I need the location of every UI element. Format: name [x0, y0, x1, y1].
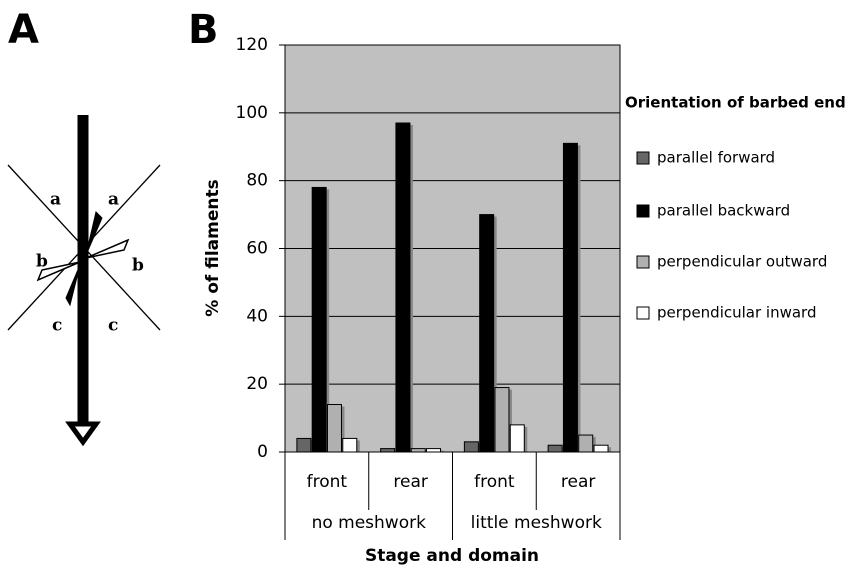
legend-label: perpendicular inward	[657, 304, 816, 322]
legend-label: parallel forward	[657, 149, 775, 167]
bar	[562, 142, 578, 453]
bar	[494, 387, 510, 453]
x-axis-label: Stage and domain	[365, 546, 539, 566]
bar	[296, 437, 312, 453]
bar	[593, 444, 609, 453]
y-axis-label: % of filaments	[203, 179, 223, 316]
y-tick-label: 40	[246, 306, 268, 326]
group-label: little meshwork	[471, 513, 602, 533]
diagram-label: a	[108, 190, 119, 210]
bar	[395, 122, 411, 453]
small-arrow	[85, 211, 103, 256]
y-tick-label: 120	[236, 35, 268, 55]
bar	[463, 441, 479, 453]
x-tick-label: front	[474, 472, 515, 492]
small-arrow	[85, 238, 130, 259]
bar	[578, 434, 594, 453]
diagram-label: b	[132, 256, 144, 276]
bar	[410, 448, 426, 453]
panel-label: B	[188, 7, 219, 53]
diagram-label: c	[52, 316, 62, 336]
bar	[311, 186, 327, 453]
group-label: no meshwork	[312, 513, 427, 533]
bar	[380, 448, 396, 453]
diagram-label: a	[50, 190, 61, 210]
y-tick-label: 80	[246, 171, 268, 191]
small-arrow	[65, 264, 81, 307]
legend-label: parallel backward	[657, 202, 790, 220]
x-tick-label: front	[307, 472, 348, 492]
bar	[426, 448, 442, 453]
legend-label: perpendicular outward	[657, 253, 827, 271]
legend-swatch	[636, 151, 650, 165]
diagram-arrowhead	[65, 421, 101, 447]
legend-swatch	[636, 204, 650, 218]
legend-swatch	[636, 255, 650, 269]
bar	[342, 437, 358, 453]
y-tick-label: 100	[236, 103, 268, 123]
small-arrow	[36, 261, 81, 282]
legend-title: Orientation of barbed end	[625, 94, 846, 112]
legend-swatch	[636, 306, 650, 320]
y-tick-label: 60	[246, 239, 268, 259]
diagram	[7, 115, 161, 447]
bar	[547, 444, 563, 453]
diagram-label: b	[36, 252, 48, 272]
y-tick-label: 0	[257, 442, 268, 462]
x-tick-label: rear	[561, 472, 595, 492]
diagram-label: c	[108, 316, 118, 336]
y-tick-label: 20	[246, 374, 268, 394]
panel-label: A	[8, 7, 39, 53]
bar	[479, 214, 495, 453]
x-tick-label: rear	[393, 472, 427, 492]
bar	[509, 424, 525, 453]
bar	[326, 404, 342, 453]
